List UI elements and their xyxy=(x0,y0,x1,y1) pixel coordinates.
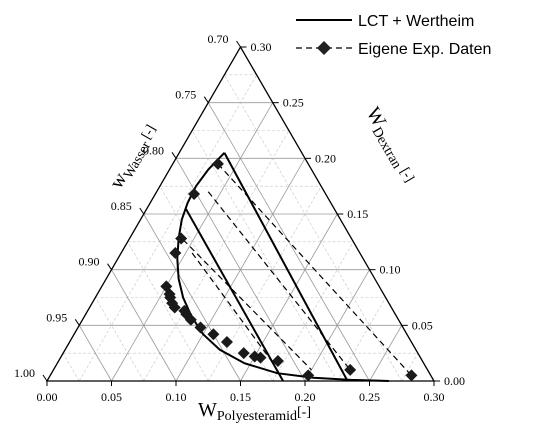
experimental-points xyxy=(160,157,418,382)
left-tick xyxy=(236,40,241,48)
grid-line-polyesteramid xyxy=(143,130,290,382)
grid-layer xyxy=(62,74,419,382)
bottom-tick-label: 0.20 xyxy=(295,390,316,404)
data-point-diamond xyxy=(175,232,188,245)
left-tick xyxy=(74,319,80,326)
data-point-diamond xyxy=(169,246,182,259)
left-tick xyxy=(42,374,48,382)
experimental-tie-line xyxy=(191,252,272,362)
model-tie-line xyxy=(223,152,349,382)
grid-line-polyesteramid xyxy=(272,241,354,382)
data-point-diamond xyxy=(302,369,315,382)
legend-entry-experimental: Eigene Exp. Daten xyxy=(358,41,491,58)
experimental-tie-lines xyxy=(182,163,412,376)
grid-line-polyesteramid xyxy=(401,353,419,382)
grid-line-water xyxy=(224,74,403,382)
data-point-diamond xyxy=(184,313,197,326)
right-tick-label: 0.10 xyxy=(380,263,401,277)
right-tick-label: 0.00 xyxy=(444,374,465,388)
model-curves xyxy=(176,152,389,382)
grid-line-water xyxy=(191,130,338,382)
right-axis-label: WDextran[-] xyxy=(359,104,422,188)
tick-labels: 0.000.001.000.050.050.950.100.100.900.15… xyxy=(14,32,465,404)
left-tick xyxy=(139,207,145,215)
data-point-diamond xyxy=(271,354,284,367)
data-point-diamond xyxy=(194,321,207,334)
right-tick-label: 0.30 xyxy=(251,40,272,54)
legend-diamond-marker xyxy=(317,41,331,55)
right-tick-label: 0.20 xyxy=(315,151,336,165)
grid-line-polyesteramid xyxy=(78,74,257,382)
left-tick-label: 0.85 xyxy=(111,199,132,213)
grid-line-water xyxy=(95,297,145,382)
experimental-tie-line xyxy=(207,191,351,371)
data-point-diamond xyxy=(188,187,201,200)
left-tick xyxy=(203,96,209,103)
left-tick-label: 0.95 xyxy=(46,310,67,324)
data-point-diamond xyxy=(168,301,181,314)
bottom-tick-label: 0.00 xyxy=(37,390,58,404)
data-point-diamond xyxy=(220,336,233,349)
grid-line-polyesteramid xyxy=(336,297,386,382)
data-point-diamond xyxy=(211,157,224,170)
bottom-tick-label: 0.25 xyxy=(359,390,380,404)
grid-line-water xyxy=(111,269,177,382)
left-tick-label: 0.80 xyxy=(143,143,164,157)
bottom-tick-label: 0.30 xyxy=(424,390,445,404)
binodal-curve xyxy=(176,152,389,382)
tick-marks xyxy=(42,40,440,386)
data-point-diamond xyxy=(344,363,357,376)
right-tick-label: 0.05 xyxy=(412,318,433,332)
data-point-diamond xyxy=(237,347,250,360)
legend-entry-model: LCT + Wertheim xyxy=(358,13,474,30)
right-tick-label: 0.15 xyxy=(347,207,368,221)
experimental-tie-line xyxy=(217,163,412,376)
grid-line-water xyxy=(159,186,274,382)
model-tie-line xyxy=(184,207,284,382)
data-point-diamond xyxy=(405,369,418,382)
bottom-tick-label: 0.10 xyxy=(166,390,187,404)
left-tick xyxy=(107,263,112,270)
right-tick-label: 0.25 xyxy=(283,96,304,110)
x-axis-label: WPolyesteramid[-] xyxy=(198,399,311,424)
grid-line-water xyxy=(78,325,112,382)
legend: LCT + Wertheim Eigene Exp. Daten xyxy=(296,13,491,58)
left-tick-label: 0.70 xyxy=(208,32,229,46)
left-tick-label: 0.90 xyxy=(79,255,100,269)
bottom-tick-label: 0.05 xyxy=(101,390,122,404)
experimental-tie-line xyxy=(182,239,312,371)
bottom-tick-label: 0.15 xyxy=(230,390,251,404)
grid-line-water xyxy=(127,241,209,382)
data-point-diamond xyxy=(254,351,267,364)
left-tick xyxy=(171,152,177,159)
grid-line-polyesteramid xyxy=(207,186,322,382)
data-point-diamond xyxy=(207,328,220,341)
grid-line-water xyxy=(62,353,80,382)
left-tick-label: 1.00 xyxy=(14,366,35,380)
left-tick-label: 0.75 xyxy=(175,88,196,102)
